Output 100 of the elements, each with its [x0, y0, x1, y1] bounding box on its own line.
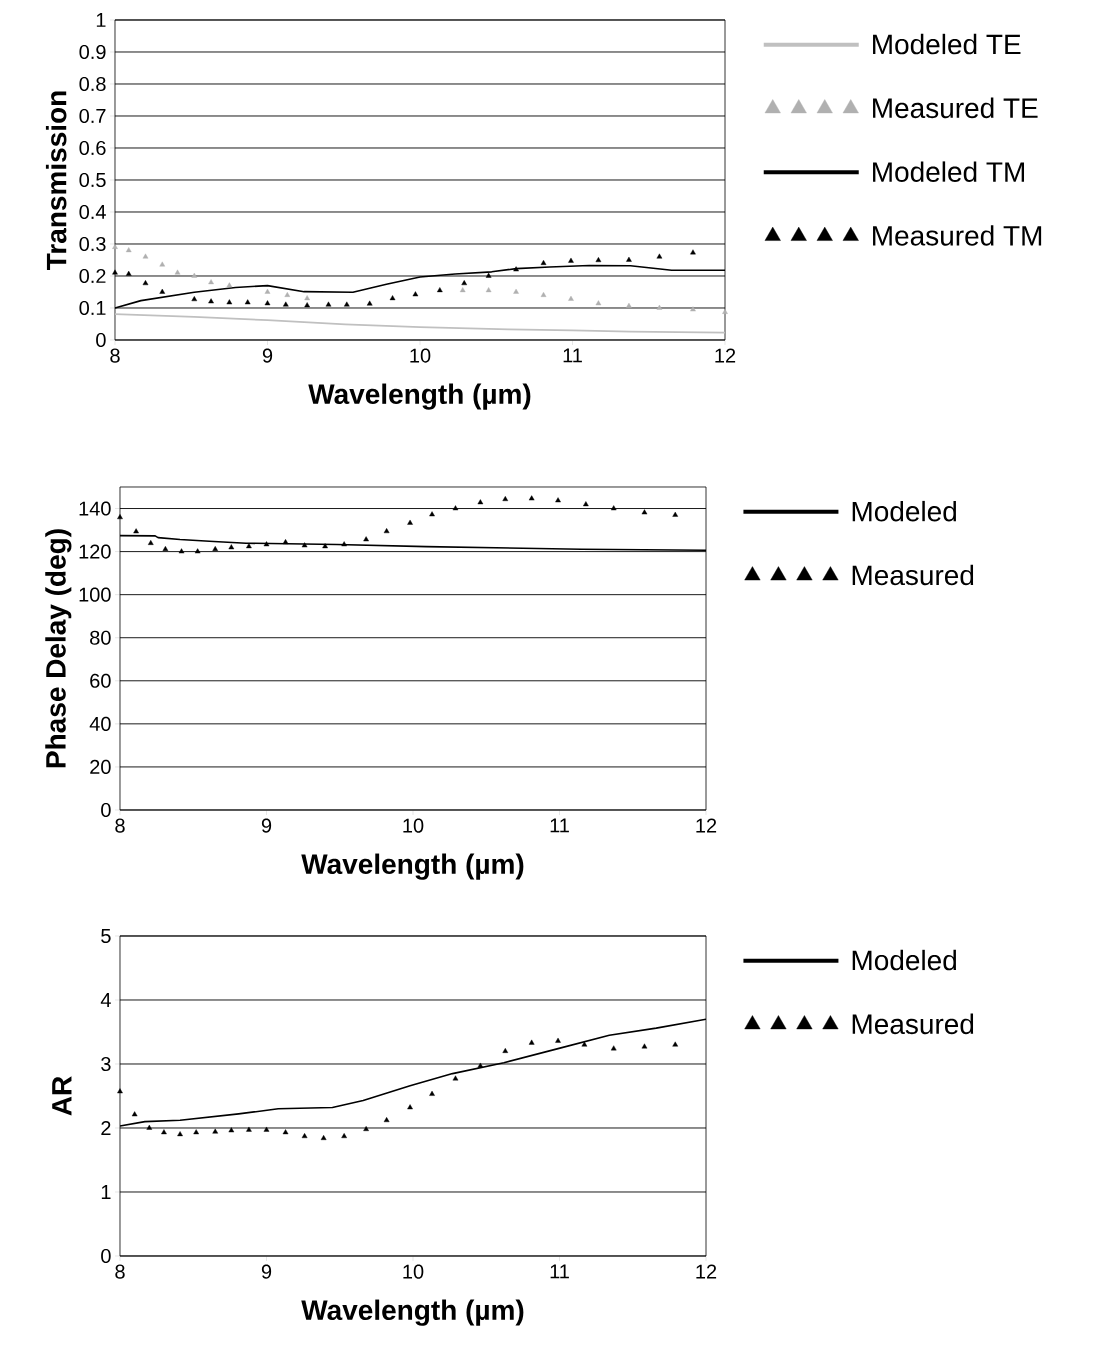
point	[191, 296, 198, 302]
point	[264, 288, 271, 294]
point	[690, 306, 696, 312]
y-tick-label: 0.7	[79, 108, 106, 124]
legend-label: Modeled	[852, 500, 957, 522]
x-axis-title: Wavelength (µm)	[301, 1299, 524, 1326]
point	[301, 542, 308, 548]
point	[133, 528, 139, 534]
y-axis-title: Phase Delay (deg)	[45, 529, 72, 768]
y-tick-label: 1	[96, 13, 106, 27]
point	[610, 1045, 617, 1051]
point	[304, 302, 310, 308]
point	[112, 269, 118, 275]
point	[555, 497, 561, 503]
point	[244, 299, 251, 305]
point	[485, 287, 492, 293]
y-tick-label: 0	[101, 1248, 111, 1264]
point	[174, 269, 181, 275]
point	[540, 291, 547, 297]
x-tick-label: 8	[115, 1264, 125, 1279]
x-tick-label: 9	[261, 818, 272, 833]
point	[568, 295, 574, 301]
point	[641, 1043, 648, 1049]
point	[142, 253, 149, 259]
point	[112, 243, 118, 249]
point	[502, 1047, 509, 1053]
point	[477, 499, 484, 505]
point	[610, 505, 617, 511]
point	[159, 261, 166, 267]
line-series	[115, 313, 725, 334]
point	[513, 288, 519, 294]
point	[263, 1126, 270, 1132]
point	[656, 253, 663, 259]
point	[147, 540, 154, 545]
point	[246, 1126, 252, 1132]
point	[117, 1088, 123, 1094]
point	[125, 270, 132, 276]
point	[363, 536, 369, 542]
point	[264, 300, 271, 306]
point	[383, 1117, 390, 1123]
legend-label: Modeled	[852, 949, 957, 971]
point	[555, 1037, 561, 1043]
point	[161, 1129, 167, 1135]
y-tick-label: 60	[90, 673, 111, 688]
point	[429, 1090, 435, 1096]
x-axis-title: Wavelength (µm)	[301, 853, 524, 880]
point	[125, 247, 132, 253]
point	[131, 1111, 138, 1117]
legend-label: Modeled TE	[873, 33, 1021, 55]
y-tick-label: 80	[90, 630, 111, 645]
x-tick-label: 12	[696, 1264, 717, 1279]
point	[212, 1128, 219, 1134]
y-axis-title: Transmission	[45, 91, 67, 270]
point	[389, 295, 396, 301]
point	[528, 495, 535, 501]
y-tick-label: 2	[101, 1121, 111, 1135]
point	[641, 509, 648, 515]
y-tick-label: 140	[79, 501, 111, 516]
legend-label: Measured TM	[873, 225, 1042, 246]
point	[595, 257, 602, 263]
legend-label: Measured	[852, 564, 974, 586]
point	[341, 541, 347, 547]
point	[656, 304, 663, 310]
x-tick-label: 11	[550, 1264, 569, 1279]
point	[178, 548, 185, 554]
y-axis-title: AR	[52, 1076, 72, 1116]
point	[383, 528, 390, 534]
y-tick-label: 0.3	[79, 236, 106, 252]
point	[146, 1124, 153, 1130]
y-tick-label: 0.4	[79, 204, 106, 220]
point	[568, 257, 574, 263]
point	[208, 279, 214, 285]
y-tick-label: 5	[101, 929, 111, 943]
point	[437, 287, 443, 293]
x-tick-label: 8	[115, 818, 125, 833]
point	[407, 1104, 413, 1110]
point	[228, 1127, 235, 1133]
x-tick-label: 9	[262, 348, 273, 363]
point	[212, 546, 219, 551]
x-axis-title: Wavelength (µm)	[308, 383, 531, 410]
point	[540, 259, 547, 265]
y-tick-label: 1	[101, 1185, 111, 1199]
point	[485, 272, 492, 278]
y-tick-label: 120	[79, 544, 111, 559]
x-tick-label: 12	[715, 348, 736, 363]
point	[672, 511, 679, 517]
y-tick-label: 3	[101, 1056, 111, 1072]
point	[304, 295, 310, 301]
point	[208, 298, 214, 304]
point	[301, 1133, 308, 1139]
y-tick-label: 0.5	[79, 172, 106, 188]
point	[282, 539, 289, 545]
y-tick-label: 4	[100, 993, 111, 1007]
point	[461, 280, 468, 286]
point	[583, 501, 589, 507]
point	[429, 511, 435, 517]
point	[320, 1135, 327, 1140]
y-tick-label: 0	[96, 332, 106, 348]
point	[117, 514, 123, 520]
point	[228, 544, 235, 550]
